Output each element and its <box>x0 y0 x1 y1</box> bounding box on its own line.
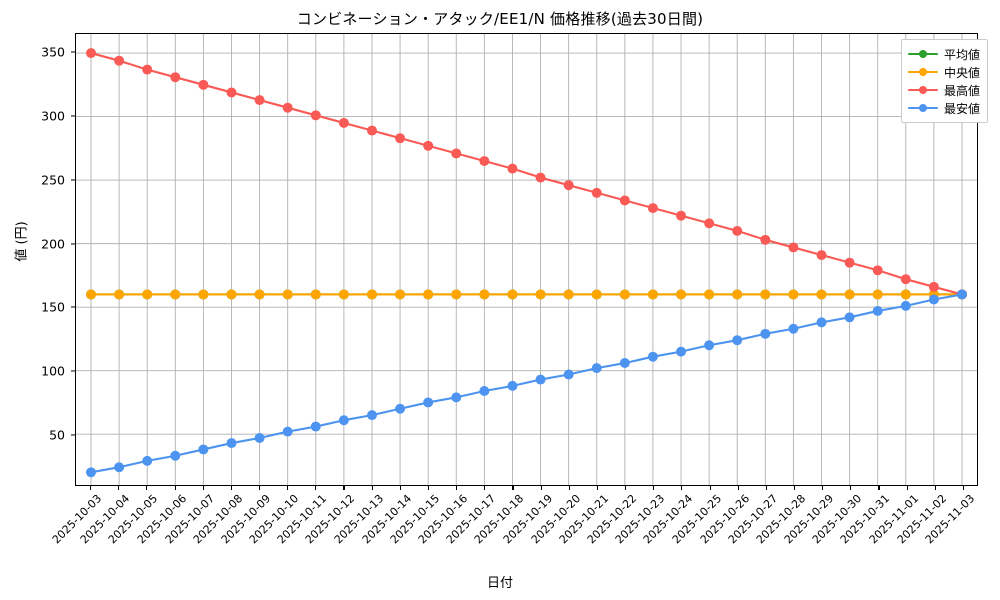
x-tick-mark <box>794 486 796 490</box>
y-tick-mark <box>71 243 75 245</box>
legend-label: 平均値 <box>943 47 980 62</box>
legend-marker-icon <box>907 101 938 115</box>
x-tick-mark <box>118 486 120 490</box>
x-tick-mark <box>596 486 598 490</box>
x-tick-mark <box>681 486 683 490</box>
x-tick-mark <box>343 486 345 490</box>
series-3 <box>86 289 967 478</box>
y-tick-mark <box>71 179 75 181</box>
x-tick-mark <box>962 486 965 490</box>
x-tick-mark <box>427 486 430 490</box>
y-tick-label: 150 <box>41 299 65 315</box>
x-tick-mark <box>484 486 486 490</box>
plot-svg <box>76 34 977 485</box>
y-tick-label: 100 <box>41 363 65 379</box>
x-tick-mark <box>315 486 317 490</box>
x-tick-mark <box>399 486 401 490</box>
legend-label: 中央値 <box>943 65 980 80</box>
x-tick-mark <box>258 486 261 490</box>
legend-label: 最高値 <box>943 83 980 98</box>
x-tick-mark <box>878 486 880 490</box>
x-tick-mark <box>202 486 204 490</box>
y-tick-label: 200 <box>41 236 65 252</box>
y-tick-label: 300 <box>41 108 65 124</box>
series-2 <box>86 48 967 300</box>
x-tick-mark <box>568 486 570 490</box>
x-tick-mark <box>709 486 711 490</box>
x-tick-mark <box>625 486 627 490</box>
x-tick-mark <box>934 486 936 490</box>
legend-marker-icon <box>907 65 938 79</box>
x-tick-mark <box>174 486 176 490</box>
x-tick-mark <box>90 486 92 490</box>
legend-item-0[interactable]: 平均値 <box>907 45 980 63</box>
chart-legend: 平均値中央値最高値最安値 <box>900 39 988 123</box>
x-tick-mark <box>456 486 458 490</box>
x-tick-mark <box>146 486 148 490</box>
grid-lines <box>76 34 977 485</box>
x-tick-mark <box>850 486 852 490</box>
plot-area <box>75 33 978 486</box>
x-tick-mark <box>230 486 232 490</box>
x-tick-mark <box>765 486 767 490</box>
series-1 <box>86 289 967 300</box>
y-tick-label: 50 <box>49 427 65 443</box>
x-tick-mark <box>653 486 655 490</box>
y-tick-mark <box>71 51 75 53</box>
chart-title: コンビネーション・アタック/EE1/N 価格推移(過去30日間) <box>296 10 704 28</box>
legend-label: 最安値 <box>943 101 980 116</box>
x-tick-mark <box>906 486 908 490</box>
legend-item-1[interactable]: 中央値 <box>907 63 980 81</box>
x-tick-mark <box>737 486 739 490</box>
y-tick-label: 350 <box>41 44 65 60</box>
legend-marker-icon <box>907 47 938 61</box>
y-tick-mark <box>71 115 75 117</box>
legend-item-2[interactable]: 最高値 <box>907 81 980 99</box>
y-tick-mark <box>71 370 75 372</box>
legend-marker-icon <box>907 83 938 97</box>
x-tick-mark <box>371 486 373 490</box>
x-tick-mark <box>287 486 289 490</box>
y-tick-label: 250 <box>41 172 65 188</box>
x-axis-label: 日付 <box>486 576 513 591</box>
legend-item-3[interactable]: 最安値 <box>907 99 980 117</box>
y-tick-mark <box>71 434 75 436</box>
x-tick-mark <box>540 486 542 490</box>
x-tick-mark <box>822 486 824 490</box>
y-tick-mark <box>71 306 75 308</box>
x-tick-mark <box>512 486 514 490</box>
